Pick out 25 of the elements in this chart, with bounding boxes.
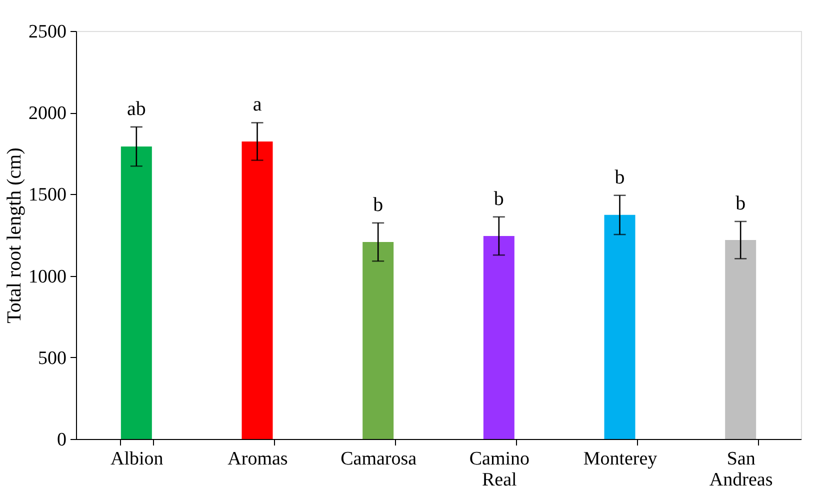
annotation: b [736, 192, 746, 214]
y-tick-label: 2000 [28, 103, 66, 124]
y-tick-label: 500 [38, 348, 66, 369]
y-axis-title: Total root length (cm) [4, 148, 26, 324]
x-tick-label: Monterey [583, 448, 658, 470]
annotation: b [373, 194, 384, 216]
bar [362, 242, 394, 439]
x-tick-label: San Andreas [709, 448, 773, 490]
y-tick-label: 1000 [28, 266, 66, 288]
bar [604, 214, 636, 439]
bar [120, 146, 152, 439]
annotation: b [614, 166, 625, 188]
y-tick-label: 2500 [28, 22, 66, 42]
bar [725, 240, 756, 439]
annotation: a [252, 94, 262, 116]
x-tick-label: Albion [110, 448, 164, 470]
bar [483, 236, 514, 439]
y-tick-label: 1500 [28, 184, 66, 206]
x-tick-label: Camarosa [340, 448, 418, 470]
annotation: b [494, 188, 504, 210]
annotation: ab [126, 98, 146, 120]
y-tick-label: 0 [57, 430, 66, 450]
x-tick-label: Aromas [228, 448, 288, 470]
x-tick-label: Camino Real [469, 448, 530, 490]
bar [242, 141, 273, 439]
